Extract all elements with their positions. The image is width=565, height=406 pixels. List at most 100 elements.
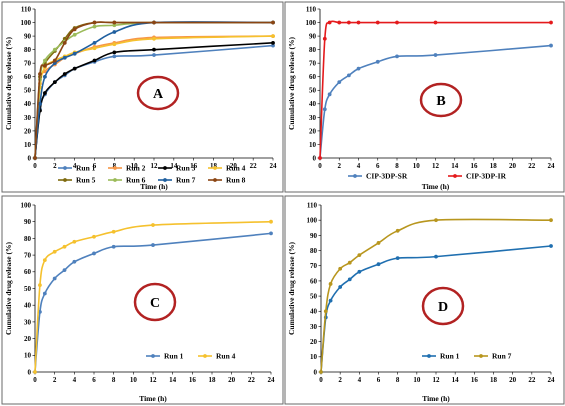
x-tick-label: 6 (92, 376, 96, 384)
x-tick-label: 14 (452, 376, 460, 384)
y-axis-label: Cumulative drug release (%) (4, 37, 13, 130)
data-point (43, 63, 47, 68)
x-tick-label: 12 (433, 376, 441, 384)
x-tick-label: 4 (358, 376, 362, 384)
x-tick-label: 10 (413, 162, 421, 170)
data-point (112, 50, 117, 55)
data-point (62, 72, 67, 76)
y-tick-label: 20 (310, 338, 318, 346)
legend-label: Run 1 (76, 164, 96, 173)
y-tick-label: 30 (24, 318, 32, 326)
panel-badge-circle (136, 75, 180, 111)
y-tick-label: 20 (24, 335, 32, 343)
data-point (152, 53, 156, 57)
data-point (151, 223, 155, 227)
data-point (38, 101, 42, 106)
series-run-7 (319, 218, 553, 374)
y-tick-label: 40 (310, 308, 318, 316)
data-point (356, 20, 361, 25)
series-line (34, 35, 274, 159)
data-point (322, 107, 327, 112)
data-point (72, 66, 77, 71)
data-point (395, 20, 399, 25)
x-tick-label: 2 (338, 376, 342, 384)
x-tick-label: 8 (113, 162, 117, 170)
x-tick-label: 20 (509, 162, 517, 170)
x-tick-label: 16 (190, 162, 198, 170)
legend-label: Run 4 (226, 164, 246, 173)
x-tick-label: 14 (451, 162, 459, 170)
data-point (318, 156, 322, 160)
data-point (38, 283, 42, 288)
x-tick-label: 8 (112, 376, 116, 384)
x-tick-label: 4 (73, 162, 77, 170)
data-point (38, 72, 42, 76)
data-point (271, 43, 275, 48)
legend-marker (63, 178, 67, 182)
legend-marker (63, 166, 67, 170)
y-tick-label: 100 (306, 19, 317, 27)
legend-marker (353, 174, 357, 178)
panel-badge-circle (133, 282, 177, 322)
data-point (42, 258, 47, 263)
data-point (72, 259, 77, 264)
x-tick-label: 6 (93, 162, 97, 170)
y-tick-label: 50 (24, 285, 32, 293)
series-line (34, 42, 274, 159)
x-tick-label: 24 (268, 376, 276, 384)
x-tick-label: 20 (230, 162, 238, 170)
data-point (62, 40, 67, 45)
y-tick-label: 100 (21, 19, 32, 27)
data-point (92, 46, 97, 51)
x-tick-label: 2 (53, 162, 57, 170)
y-tick-label: 90 (24, 218, 32, 226)
y-axis-label: Cumulative drug release (%) (287, 242, 296, 335)
data-point (112, 54, 117, 59)
data-point (152, 47, 156, 52)
series-line (320, 245, 552, 373)
y-tick-label: 60 (309, 73, 317, 81)
series-line (34, 21, 274, 159)
y-tick-label: 70 (310, 262, 318, 270)
y-tick-label: 100 (21, 201, 32, 209)
data-point (347, 260, 352, 265)
y-tick-label: 30 (309, 114, 317, 122)
data-point (323, 309, 328, 314)
x-tick-label: 10 (413, 376, 421, 384)
data-point (112, 42, 117, 47)
data-point (152, 36, 156, 41)
x-axis-label: Time (h) (139, 394, 167, 403)
data-point (357, 253, 362, 257)
data-point (111, 229, 116, 234)
y-tick-label: 40 (309, 100, 317, 108)
x-tick-label: 18 (210, 162, 218, 170)
legend-label: Run 5 (76, 176, 96, 185)
data-point (549, 218, 553, 223)
series-line (319, 20, 551, 159)
data-point (72, 27, 77, 32)
legend-label: CIP-3DP-SR (366, 172, 408, 181)
x-tick-label: 6 (376, 162, 380, 170)
data-point (92, 20, 97, 25)
x-tick-label: 20 (228, 376, 236, 384)
data-point (375, 20, 380, 25)
legend: Run 1 Run 4 (146, 352, 236, 361)
x-tick-label: 0 (319, 376, 323, 384)
legend-label: Run 8 (226, 176, 246, 185)
panel-badge-label: A (153, 87, 164, 102)
data-point (549, 43, 553, 48)
series-run-8 (33, 20, 275, 160)
data-point (434, 254, 438, 259)
data-point (72, 51, 77, 56)
x-tick-label: 8 (396, 376, 400, 384)
data-point (43, 91, 47, 95)
x-tick-label: 4 (73, 376, 77, 384)
y-tick-label: 90 (24, 32, 32, 40)
x-tick-label: 24 (548, 162, 556, 170)
legend: Run 1 Run 7 (422, 352, 512, 361)
x-tick-label: 22 (248, 376, 256, 384)
panel-badge-label: D (438, 300, 448, 315)
data-point (62, 55, 67, 60)
